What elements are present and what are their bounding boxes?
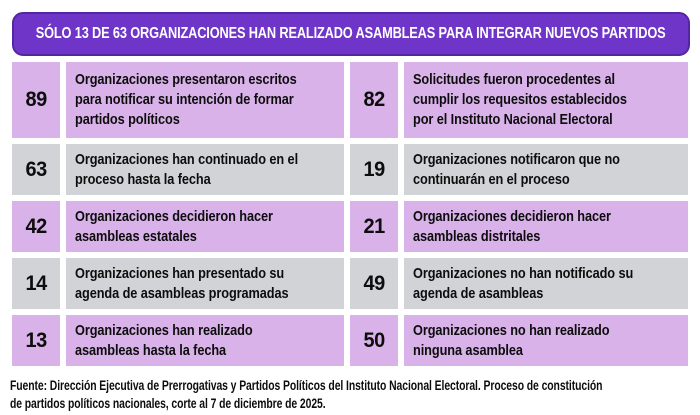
stat-label-cell: Organizaciones decidieron hacer asamblea… bbox=[66, 201, 344, 252]
stat-value: 13 bbox=[25, 328, 47, 352]
stat-label: Organizaciones no han realizado ninguna … bbox=[413, 321, 610, 359]
stat-label-cell: Organizaciones no han notificado su agen… bbox=[404, 258, 688, 309]
stat-label-cell: Organizaciones notificaron que no contin… bbox=[404, 144, 688, 195]
stat-label-cell: Solicitudes fueron procedentes al cumpli… bbox=[404, 62, 688, 138]
stat-value: 82 bbox=[363, 88, 385, 111]
source-note: Fuente: Dirección Ejecutiva de Prerrogat… bbox=[10, 378, 603, 411]
stat-label: Organizaciones no han notificado su agen… bbox=[413, 264, 634, 302]
stat-value-cell: 49 bbox=[350, 258, 398, 309]
stat-label-cell: Organizaciones presentaron escritos para… bbox=[66, 62, 344, 138]
stat-label: Solicitudes fueron procedentes al cumpli… bbox=[413, 71, 627, 128]
stat-label: Organizaciones presentaron escritos para… bbox=[75, 71, 297, 128]
infographic-title-banner: SÓLO 13 DE 63 ORGANIZACIONES HAN REALIZA… bbox=[12, 12, 690, 56]
stat-value: 49 bbox=[363, 271, 385, 295]
stat-label-cell: Organizaciones han continuado en el proc… bbox=[66, 144, 344, 195]
stat-value: 89 bbox=[25, 88, 47, 111]
infographic-title: SÓLO 13 DE 63 ORGANIZACIONES HAN REALIZA… bbox=[36, 25, 666, 42]
stat-label: Organizaciones notificaron que no contin… bbox=[413, 150, 620, 188]
stat-label: Organizaciones decidieron hacer asamblea… bbox=[413, 207, 611, 245]
stat-value-cell: 50 bbox=[350, 315, 398, 366]
stat-label-cell: Organizaciones no han realizado ninguna … bbox=[404, 315, 688, 366]
stat-value-cell: 21 bbox=[350, 201, 398, 252]
stat-value-cell: 82 bbox=[350, 62, 398, 138]
stat-value: 21 bbox=[363, 214, 385, 238]
stat-value: 63 bbox=[25, 157, 47, 181]
stat-label: Organizaciones han realizado asambleas h… bbox=[75, 321, 253, 359]
stat-value: 19 bbox=[363, 157, 385, 181]
stat-label: Organizaciones decidieron hacer asamblea… bbox=[75, 207, 273, 245]
stat-value-cell: 13 bbox=[12, 315, 60, 366]
stat-value-cell: 63 bbox=[12, 144, 60, 195]
stat-value: 14 bbox=[25, 271, 47, 295]
stat-value-cell: 89 bbox=[12, 62, 60, 138]
stat-label-cell: Organizaciones decidieron hacer asamblea… bbox=[404, 201, 688, 252]
stat-label: Organizaciones han continuado en el proc… bbox=[75, 150, 299, 188]
stat-value-cell: 14 bbox=[12, 258, 60, 309]
stat-value: 42 bbox=[25, 214, 47, 238]
stat-value: 50 bbox=[363, 328, 385, 352]
statistics-table: 89 Organizaciones presentaron escritos p… bbox=[12, 62, 688, 366]
stat-value-cell: 42 bbox=[12, 201, 60, 252]
stat-value-cell: 19 bbox=[350, 144, 398, 195]
stat-label: Organizaciones han presentado su agenda … bbox=[75, 264, 289, 302]
stat-label-cell: Organizaciones han presentado su agenda … bbox=[66, 258, 344, 309]
stat-label-cell: Organizaciones han realizado asambleas h… bbox=[66, 315, 344, 366]
